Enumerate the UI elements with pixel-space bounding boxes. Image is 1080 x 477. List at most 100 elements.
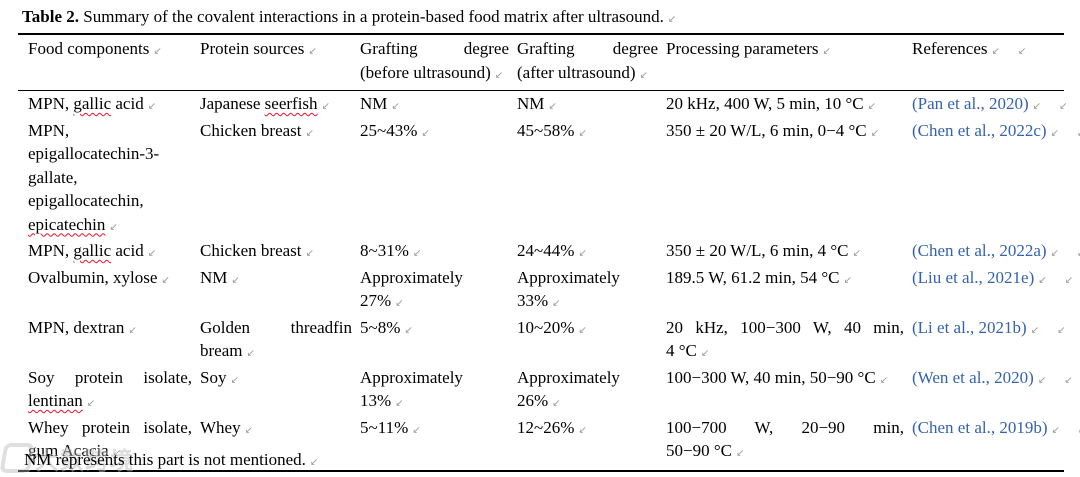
formatting-mark-icon: ↙ xyxy=(147,101,157,112)
spellcheck-underline: gallic xyxy=(73,241,112,260)
table-cell: 12~26% ↙ xyxy=(517,417,587,437)
table-cell: Soy protein isolate, lentinan ↙ xyxy=(28,367,192,411)
formatting-mark-icon: ↙ xyxy=(230,374,239,386)
formatting-mark-icon: ↙ xyxy=(870,127,879,139)
table-row: MPN, dextran ↙ Golden threadfin bream ↙ 5~8% ↙… xyxy=(18,316,1066,366)
table-cell: NM ↙ xyxy=(200,267,240,287)
table-cell: 5~11% ↙ xyxy=(360,417,421,437)
formatting-mark-icon: ↙ xyxy=(305,248,314,259)
formatting-mark-icon: ↙ xyxy=(494,69,504,81)
table-body: MPN, gallic acid ↙ Japanese seerfish ↙ NM ↙ NM… xyxy=(18,91,1080,470)
table-row: MPN, gallic acid ↙ Japanese seerfish ↙ NM ↙ NM… xyxy=(18,92,1068,119)
formatting-mark-icon: ↙ xyxy=(128,324,137,336)
table-header: Food components ↙ Protein sources ↙ Grafting… xyxy=(18,35,1064,91)
table-cell: 20 kHz, 400 W, 5 min, 10 °C ↙ xyxy=(666,94,876,113)
table-caption: Table 2. Summary of the covalent interac… xyxy=(22,6,676,31)
formatting-mark-icon: ↙ xyxy=(391,101,400,112)
formatting-mark-icon: ↙ xyxy=(404,324,413,336)
reference-cell: (Liu et al., 2021e) ↙ ↙ xyxy=(912,266,1073,316)
formatting-mark-icon: ↙ xyxy=(412,248,422,259)
formatting-mark-icon: ↙ xyxy=(1077,128,1080,139)
reference-link[interactable]: (Chen et al., 2022c) xyxy=(912,120,1047,140)
reference-link[interactable]: (Wen et al., 2020) xyxy=(912,367,1034,387)
formatting-mark-icon: ↙ xyxy=(309,457,319,468)
table-cell: Whey protein isolate, gum Acacia ↙ xyxy=(28,417,192,461)
table-cell: 10~20% ↙ xyxy=(517,317,587,337)
formatting-mark-icon: ↙ xyxy=(700,348,710,359)
table-cell: Whey ↙ xyxy=(200,417,253,437)
reference-cell: (Chen et al., 2022a)↙↙ xyxy=(912,239,1080,266)
header-cell: Protein sources ↙ xyxy=(200,39,317,58)
formatting-mark-icon: ↙ xyxy=(412,424,421,436)
table-cell: Chicken breast ↙ xyxy=(200,241,314,260)
table-cell: 25~43% ↙ xyxy=(360,120,430,140)
formatting-mark-icon: ↙ xyxy=(639,69,648,81)
reference-link[interactable]: (Pan et al., 2020) xyxy=(912,94,1029,113)
formatting-mark-icon: ↙ xyxy=(852,248,861,259)
table-row: Ovalbumin, xylose ↙ NM ↙ Approximately 27% ↙ Ap… xyxy=(18,266,1073,316)
formatting-mark-icon: ↙ xyxy=(867,101,876,112)
formatting-mark-icon: ↙ xyxy=(421,127,430,139)
formatting-mark-icon: ↙ xyxy=(552,298,561,309)
table-cell: 5~8% ↙ xyxy=(360,317,413,337)
formatting-mark-icon: ↙ xyxy=(244,424,253,436)
formatting-mark-icon: ↙ xyxy=(147,248,157,259)
table-cell: 8~31% ↙ xyxy=(360,241,422,260)
formatting-mark-icon: ↙ xyxy=(1017,46,1027,57)
formatting-mark-icon: ↙ xyxy=(822,46,831,57)
reference-cell: (Pan et al., 2020) ↙ ↙ xyxy=(912,92,1068,119)
header-cell: Grafting degree (after ultrasound) ↙ xyxy=(517,39,658,82)
formatting-mark-icon: ↙ xyxy=(1032,101,1041,112)
table-cell: Chicken breast ↙ xyxy=(200,120,314,140)
table-row: Whey protein isolate, gum Acacia ↙ Whey ↙ 5~1… xyxy=(18,416,1080,466)
formatting-mark-icon: ↙ xyxy=(1078,425,1080,436)
formatting-mark-icon: ↙ xyxy=(578,248,587,259)
table-cell: 350 ± 20 W/L, 6 min, 0−4 °C ↙ xyxy=(666,120,879,140)
reference-link[interactable]: (Li et al., 2021b) xyxy=(912,317,1027,337)
table-cell: 24~44% ↙ xyxy=(517,241,587,260)
table-cell: Soy ↙ xyxy=(200,367,239,387)
formatting-mark-icon: ↙ xyxy=(548,101,557,112)
formatting-mark-icon: ↙ xyxy=(1064,274,1074,286)
table-cell: MPN, dextran ↙ xyxy=(28,317,137,337)
formatting-mark-icon: ↙ xyxy=(1037,374,1047,386)
table-cell: Japanese seerfish ↙ xyxy=(200,94,330,113)
table-caption-label: Table 2. xyxy=(22,7,80,26)
formatting-mark-icon: ↙ xyxy=(991,46,1000,57)
formatting-mark-icon: ↙ xyxy=(231,274,240,286)
formatting-mark-icon: ↙ xyxy=(1050,248,1059,259)
formatting-mark-icon: ↙ xyxy=(1030,324,1040,336)
formatting-mark-icon: ↙ xyxy=(1038,274,1047,286)
formatting-mark-icon: ↙ xyxy=(112,448,122,459)
formatting-mark-icon: ↙ xyxy=(879,374,889,386)
formatting-mark-icon: ↙ xyxy=(161,274,170,286)
spellcheck-underline: seerfish xyxy=(264,94,318,113)
table-cell: Ovalbumin, xylose ↙ xyxy=(28,267,170,287)
reference-cell: (Li et al., 2021b) ↙ ↙ xyxy=(912,316,1066,366)
formatting-mark-icon: ↙ xyxy=(843,274,852,286)
table-cell: NM ↙ xyxy=(517,94,557,113)
table-cell: 100−300 W, 40 min, 50−90 °C ↙ xyxy=(666,367,889,387)
formatting-mark-icon: ↙ xyxy=(305,127,314,139)
formatting-mark-icon: ↙ xyxy=(1077,248,1080,259)
table-cell: 45~58% ↙ xyxy=(517,120,587,140)
header-cell: Food components ↙ xyxy=(28,39,162,58)
formatting-mark-icon: ↙ xyxy=(1059,101,1068,112)
summary-table: Food components ↙ Protein sources ↙ Grafting… xyxy=(18,33,1080,472)
reference-link[interactable]: (Chen et al., 2022a) xyxy=(912,241,1047,260)
reference-link[interactable]: (Liu et al., 2021e) xyxy=(912,267,1035,287)
table-cell: MPN, gallic acid ↙ xyxy=(28,241,157,260)
formatting-mark-icon: ↙ xyxy=(153,46,162,57)
formatting-mark-icon: ↙ xyxy=(578,324,587,336)
footnote-text: NM represents this part is not mentioned… xyxy=(24,450,306,469)
spellcheck-underline: lentinan xyxy=(28,391,83,410)
formatting-mark-icon: ↙ xyxy=(1050,127,1059,139)
table-row: Soy protein isolate, lentinan ↙ Soy ↙ Approxi… xyxy=(18,366,1073,416)
formatting-mark-icon: ↙ xyxy=(552,398,561,409)
reference-link[interactable]: (Chen et al., 2019b) xyxy=(912,417,1048,437)
table-caption-text: Summary of the covalent interactions in … xyxy=(83,7,664,26)
table-cell: NM ↙ xyxy=(360,94,400,113)
table-cell: 189.5 W, 61.2 min, 54 °C ↙ xyxy=(666,267,852,287)
table-cell: Approximately 27% ↙ xyxy=(360,267,463,311)
spellcheck-underline: gallic xyxy=(73,94,112,113)
